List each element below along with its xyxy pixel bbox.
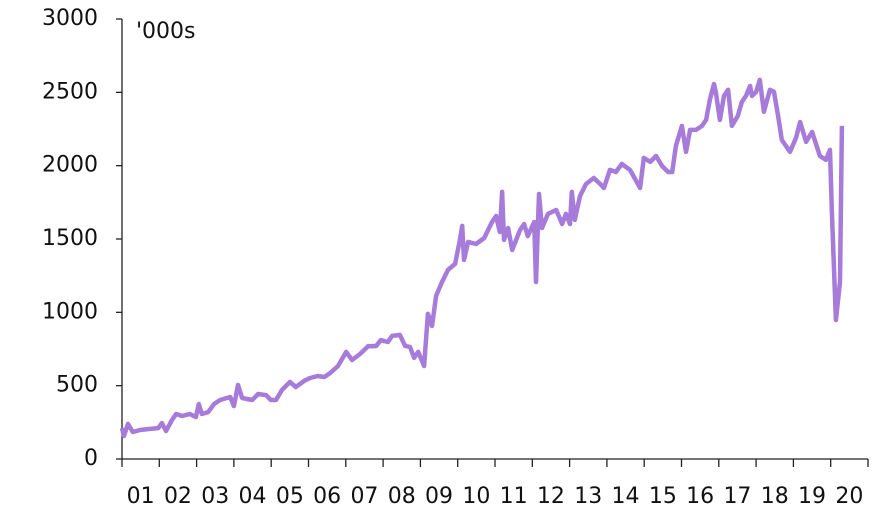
y-tick-label: 500 <box>56 373 98 398</box>
x-tick-label: 02 <box>164 484 192 509</box>
unit-annotation: '000s <box>136 19 196 44</box>
y-tick-label: 0 <box>84 446 98 471</box>
x-tick-label: 11 <box>500 484 528 509</box>
x-tick-label: 18 <box>761 484 789 509</box>
x-tick-label: 05 <box>276 484 304 509</box>
y-tick-label: 2000 <box>42 153 98 178</box>
x-tick-label: 10 <box>462 484 490 509</box>
x-tick-label: 01 <box>127 484 155 509</box>
x-tick-label: 04 <box>239 484 267 509</box>
x-tick-label: 17 <box>723 484 751 509</box>
x-tick-label: 15 <box>649 484 677 509</box>
x-tick-label: 13 <box>574 484 602 509</box>
y-tick-label: 2500 <box>42 79 98 104</box>
x-tick-label: 09 <box>425 484 453 509</box>
x-tick-label: 08 <box>388 484 416 509</box>
x-tick-label: 06 <box>313 484 341 509</box>
x-tick-label: 12 <box>537 484 565 509</box>
x-tick-label: 07 <box>350 484 378 509</box>
x-tick-label: 20 <box>835 484 863 509</box>
y-tick-label: 1000 <box>42 299 98 324</box>
x-tick-label: 19 <box>798 484 826 509</box>
x-tick-label: 16 <box>686 484 714 509</box>
x-tick-label: 14 <box>612 484 640 509</box>
y-tick-label: 3000 <box>42 6 98 31</box>
y-tick-label: 1500 <box>42 226 98 251</box>
x-tick-label: 03 <box>201 484 229 509</box>
data-line <box>119 77 845 439</box>
